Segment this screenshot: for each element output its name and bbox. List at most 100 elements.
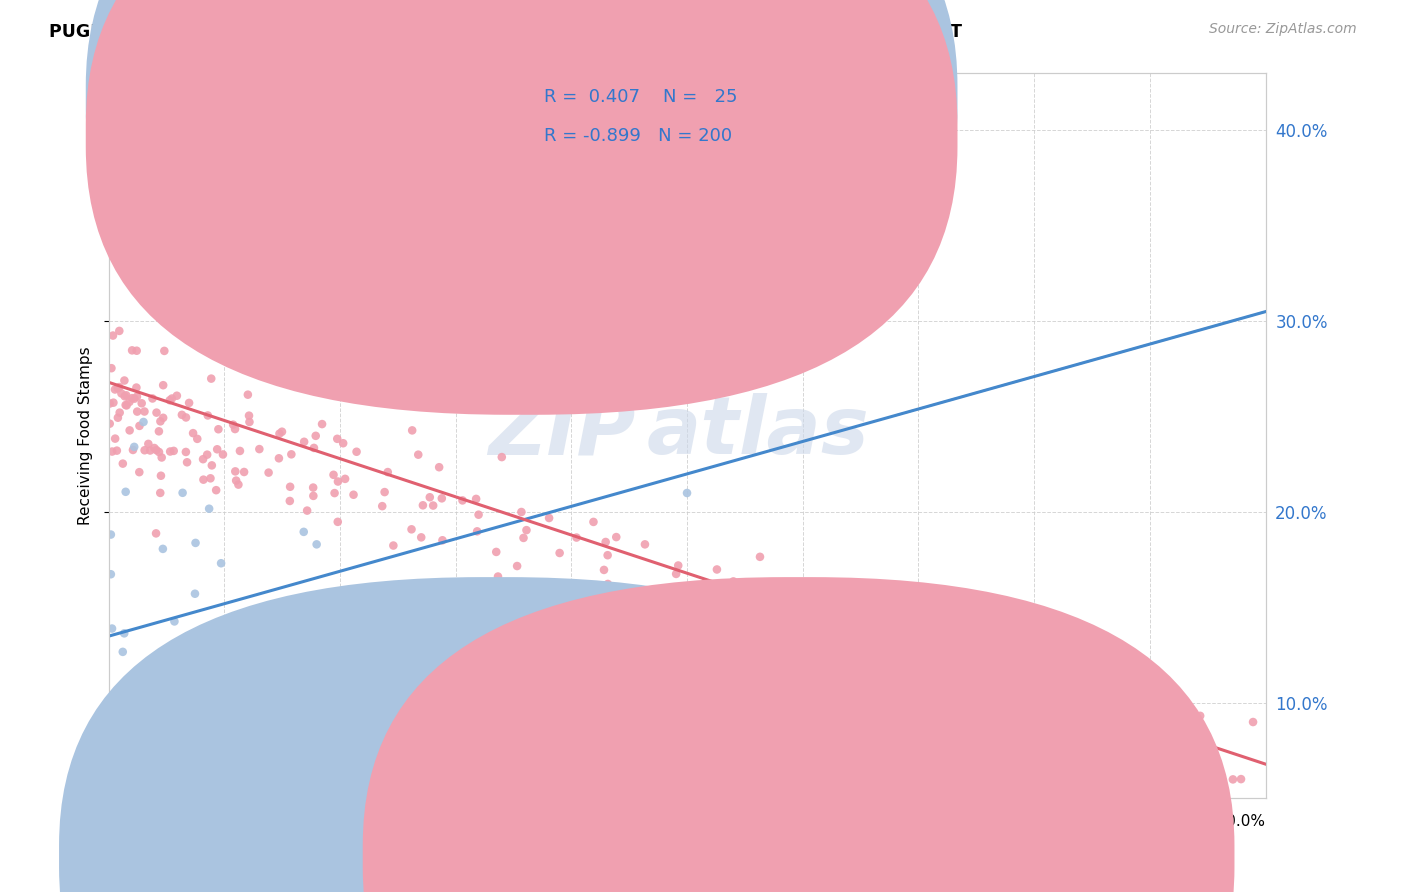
Point [101, 444, 124, 458]
Point [346, 444, 368, 458]
Point [124, 743, 146, 757]
Point [201, 458, 224, 473]
Point [207, 422, 229, 436]
Point [184, 536, 207, 550]
Point [702, 597, 724, 611]
Point [150, 450, 173, 465]
Point [689, 634, 711, 648]
Point [118, 698, 141, 712]
Point [105, 443, 128, 458]
Point [205, 442, 228, 457]
Point [997, 703, 1019, 717]
Point [1230, 772, 1253, 786]
Point [191, 452, 214, 467]
Point [538, 511, 561, 525]
Point [110, 386, 132, 401]
Point [114, 484, 136, 499]
Point [371, 499, 394, 513]
Point [108, 380, 131, 394]
Point [121, 343, 143, 358]
Point [148, 445, 170, 459]
Point [959, 681, 981, 696]
Point [197, 338, 219, 352]
Point [706, 562, 728, 576]
Point [152, 410, 174, 425]
Point [915, 629, 938, 643]
Text: Whites/Caucasians: Whites/Caucasians [821, 849, 966, 863]
Point [238, 409, 260, 423]
Point [139, 443, 162, 458]
Point [141, 392, 163, 406]
Y-axis label: Receiving Food Stamps: Receiving Food Stamps [79, 346, 93, 525]
Point [565, 531, 588, 545]
Point [236, 387, 259, 401]
Point [1222, 772, 1244, 787]
Point [679, 649, 702, 664]
Point [1168, 752, 1191, 766]
Point [170, 408, 193, 422]
Point [159, 444, 181, 458]
Point [159, 393, 181, 408]
Point [118, 395, 141, 409]
Point [114, 389, 136, 403]
Point [682, 581, 704, 595]
Point [122, 442, 145, 457]
Point [181, 426, 204, 441]
Point [184, 587, 207, 601]
Point [112, 626, 135, 640]
Point [118, 423, 141, 437]
Point [122, 440, 145, 454]
Point [108, 324, 131, 338]
Point [148, 425, 170, 439]
Point [198, 501, 221, 516]
Point [131, 396, 153, 410]
Point [172, 485, 194, 500]
Point [596, 577, 619, 591]
Text: Source: ZipAtlas.com: Source: ZipAtlas.com [1209, 22, 1357, 37]
Point [112, 374, 135, 388]
Point [302, 481, 325, 495]
Point [257, 466, 280, 480]
Point [163, 615, 186, 629]
Text: 100.0%: 100.0% [1208, 814, 1265, 829]
Point [152, 378, 174, 392]
Point [583, 594, 606, 608]
Point [278, 480, 301, 494]
Point [209, 556, 232, 570]
Point [1189, 709, 1212, 723]
Point [124, 392, 146, 406]
Point [163, 443, 186, 458]
Point [115, 398, 138, 412]
Point [302, 489, 325, 503]
Point [1147, 734, 1170, 748]
Point [122, 741, 145, 756]
Point [970, 655, 993, 669]
Point [823, 606, 845, 620]
Point [323, 486, 346, 500]
Point [270, 612, 292, 626]
Text: R =  0.407    N =   25: R = 0.407 N = 25 [544, 88, 738, 106]
Point [302, 441, 325, 455]
Point [377, 465, 399, 479]
Point [176, 455, 198, 469]
Point [583, 581, 606, 595]
Point [233, 465, 256, 479]
Point [138, 437, 160, 451]
Point [125, 390, 148, 404]
Point [127, 404, 149, 418]
Point [419, 490, 441, 504]
Point [811, 620, 834, 634]
Point [467, 508, 489, 522]
Point [125, 343, 148, 358]
Point [212, 447, 235, 461]
Point [100, 567, 122, 582]
Point [149, 486, 172, 500]
Point [342, 488, 364, 502]
Point [512, 531, 534, 545]
Point [699, 653, 721, 667]
Point [869, 661, 891, 675]
Point [849, 247, 872, 261]
Point [610, 590, 633, 604]
Point [332, 436, 354, 450]
Point [422, 499, 444, 513]
